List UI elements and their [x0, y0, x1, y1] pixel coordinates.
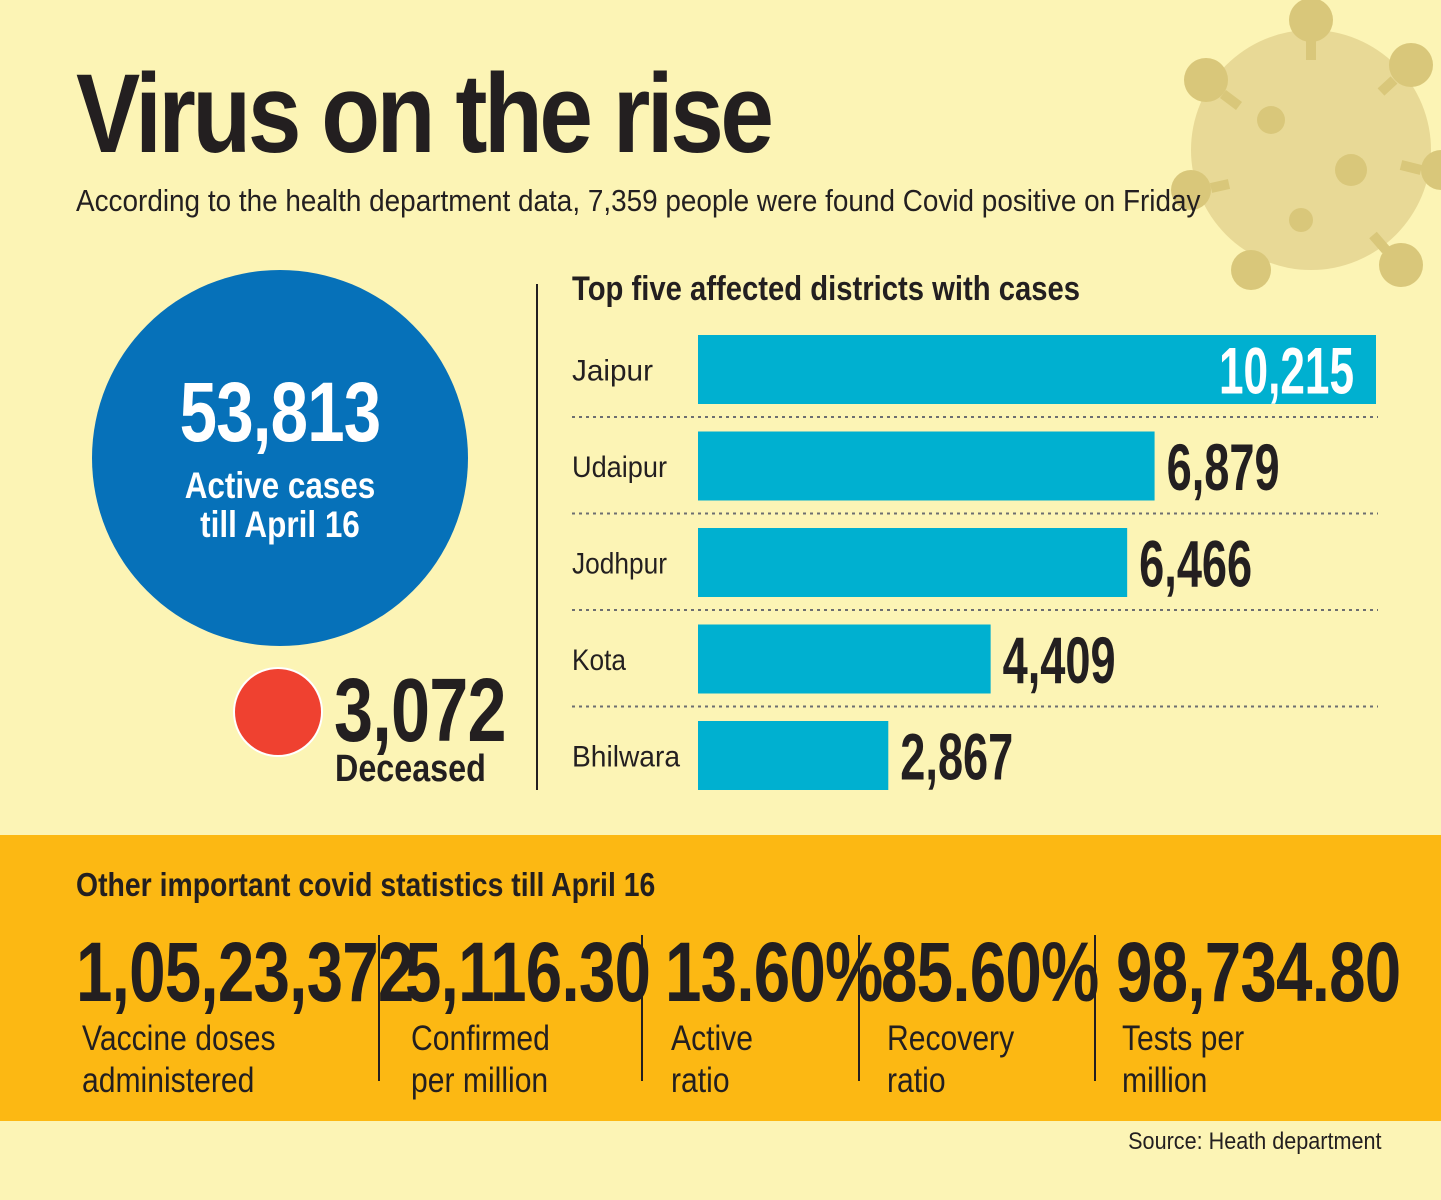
active-cases-value: 53,813: [179, 365, 382, 459]
active-cases-label-line1: Active cases: [184, 465, 376, 506]
source-note: Source: Heath department: [1127, 1128, 1381, 1155]
stat-label: Active ratio: [671, 1018, 895, 1102]
stat-label: Tests per million: [1122, 1018, 1346, 1102]
page-subtitle: According to the health department data,…: [76, 183, 1201, 218]
bar-jaipur: [698, 335, 1376, 404]
stat-value: 98,734.80: [1116, 925, 1401, 1019]
stat-label-line2: million: [1122, 1061, 1208, 1100]
stat-label-line1: Active: [671, 1019, 753, 1058]
stat-active-ratio: 13.60% Active ratio: [665, 930, 944, 1102]
bar-kota: [698, 624, 991, 694]
value-label-kota: 4,409: [1003, 623, 1116, 697]
stat-label-line2: administered: [82, 1061, 255, 1100]
category-label-bhilwara: Bhilwara: [572, 741, 680, 774]
chart-title: Top five affected districts with cases: [572, 270, 1081, 308]
statistics-title: Other important covid statistics till Ap…: [76, 866, 656, 903]
stat-value: 5,116.30: [405, 925, 651, 1019]
deceased-dot: [233, 667, 323, 757]
stat-value: 1,05,23,372: [76, 925, 414, 1019]
category-label-udaipur: Udaipur: [572, 451, 667, 484]
stat-label: Recovery ratio: [887, 1018, 1111, 1102]
statistics-band: [0, 835, 1441, 1121]
stat-label: Vaccine doses administered: [82, 1018, 306, 1102]
stat-vaccine-doses: 1,05,23,372 Vaccine doses administered: [76, 930, 509, 1102]
stat-value: 13.60%: [665, 925, 883, 1019]
stat-label-line1: Vaccine doses: [82, 1019, 276, 1058]
deceased-label: Deceased: [335, 748, 486, 790]
category-label-jaipur: Jaipur: [572, 355, 653, 388]
deceased-value: 3,072: [334, 661, 507, 761]
stat-label: Confirmed per million: [411, 1018, 635, 1102]
stat-divider: [858, 935, 860, 1081]
value-label-jodhpur: 6,466: [1139, 527, 1252, 601]
bar-bhilwara: [698, 721, 889, 790]
stat-divider: [641, 935, 643, 1081]
stat-confirmed-per-million: 5,116.30 Confirmed per million: [405, 930, 719, 1102]
stat-value: 85.60%: [881, 925, 1099, 1019]
value-label-bhilwara: 2,867: [900, 720, 1013, 794]
page-title: Virus on the rise: [76, 51, 774, 176]
bar-jodhpur: [698, 528, 1128, 597]
virus-illustration: [1171, 0, 1441, 290]
stat-label-line2: per million: [411, 1061, 549, 1100]
vertical-divider: [536, 284, 538, 790]
active-cases-label: Active cases till April 16: [120, 466, 440, 544]
category-label-kota: Kota: [572, 644, 626, 677]
value-label-udaipur: 6,879: [1167, 430, 1280, 504]
stat-recovery-ratio: 85.60% Recovery ratio: [881, 930, 1160, 1102]
category-label-jodhpur: Jodhpur: [572, 548, 667, 581]
active-cases-circle: 53,813 Active cases till April 16: [92, 270, 468, 646]
bar-udaipur: [698, 431, 1155, 501]
stat-label-line1: Confirmed: [411, 1019, 550, 1058]
stat-label-line2: ratio: [671, 1061, 730, 1100]
stat-tests-per-million: 98,734.80 Tests per million: [1116, 930, 1441, 1102]
district-bar-chart: Jaipur 10,215 Udaipur 6,879 Jodhpur 6,466 Kota…: [572, 334, 1378, 794]
stat-label-line1: Tests per: [1122, 1019, 1245, 1058]
active-cases-label-line2: till April 16: [200, 504, 360, 545]
stat-divider: [378, 935, 380, 1081]
value-label-jaipur: 10,215: [1219, 334, 1354, 408]
stat-divider: [1094, 935, 1096, 1081]
stat-label-line2: ratio: [887, 1061, 946, 1100]
stat-label-line1: Recovery: [887, 1019, 1015, 1058]
